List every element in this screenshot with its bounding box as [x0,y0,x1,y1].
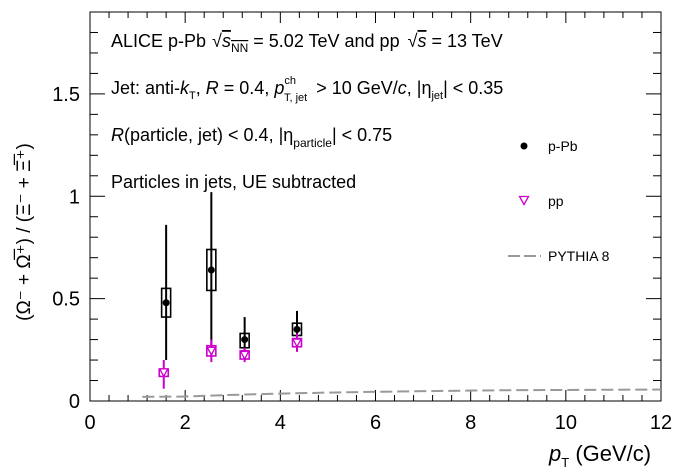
y-axis-tick-labels: 0 0.5 1 1.5 [52,84,80,413]
x-tick-label: 6 [370,412,381,434]
pp-marker [206,346,217,357]
annotation-line-2: Jet: anti-kT, R = 0.4, pch T, jet > 10 Ge… [111,75,503,104]
pythia-line [142,388,662,398]
pp-marker [239,350,250,361]
ppb-marker [162,299,170,307]
y-tick-label: 1.5 [52,84,80,106]
x-tick-label: 0 [84,412,95,434]
y-axis-title: (Ω⁻ + Ω̅⁺) / (Ξ⁻ + Ξ̅⁺) [14,143,35,321]
legend-label-ppb: p-Pb [548,138,578,154]
y-tick-label: 0 [69,391,80,413]
x-tick-label: 2 [180,412,191,434]
legend-entry-pp: pp [518,193,564,209]
annotation-line-4: Particles in jets, UE subtracted [111,172,356,192]
legend-marker-ppb [520,142,528,150]
ppb-marker [207,266,215,274]
annotation-line-1: ALICE p-Pb √sNN = 5.02 TeV and pp √s = 13 … [111,31,503,55]
legend-label-pp: pp [548,193,564,209]
annotation-block: ALICE p-Pb √sNN = 5.02 TeV and pp √s = 13 … [111,31,503,192]
legend-label-pythia: PYTHIA 8 [548,248,610,264]
sys-error-box [239,332,250,349]
legend-entry-ppb: p-Pb [520,138,578,154]
x-axis-tick-labels: 0 2 4 6 8 10 12 [84,412,672,434]
legend-marker-pp [518,195,530,206]
series-layer [142,192,662,398]
pp-marker [291,338,303,349]
legend: p-Pb pp PYTHIA 8 [508,138,610,264]
y-axis-ticks [90,11,661,402]
x-axis-title: pT (GeV/c) [548,441,651,470]
sys-error-box [206,248,217,292]
x-tick-label: 4 [275,412,286,434]
x-tick-label: 10 [555,412,577,434]
ppb-marker [293,325,301,333]
ppb-marker [241,336,249,344]
x-tick-label: 12 [650,412,672,434]
pp-marker [158,368,169,378]
y-tick-label: 1 [69,186,80,208]
x-tick-label: 8 [465,412,476,434]
legend-entry-pythia: PYTHIA 8 [508,248,610,264]
y-tick-label: 0.5 [52,289,80,311]
annotation-line-3: R(particle, jet) < 0.4, |ηparticle| < 0.… [111,125,392,150]
sys-error-box [160,287,172,318]
